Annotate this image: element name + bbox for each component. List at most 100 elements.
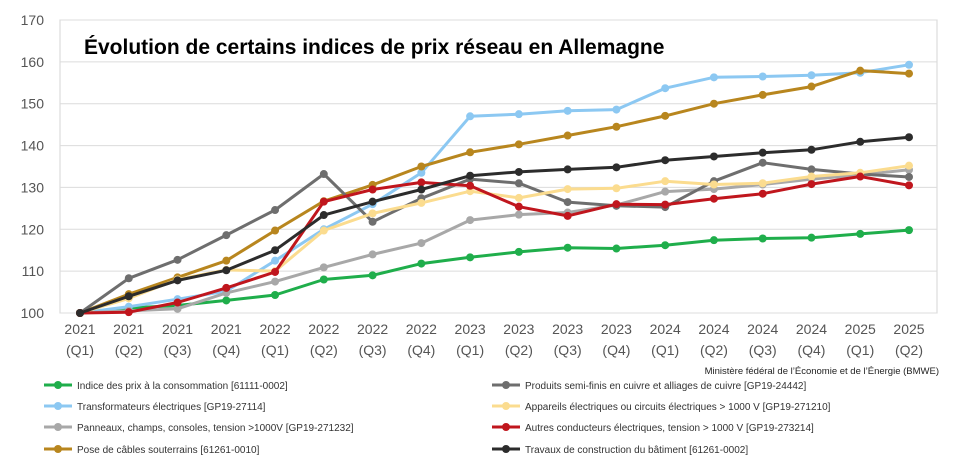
legend-label: Indice des prix à la consommation [61111… bbox=[77, 381, 288, 392]
x-tick-label: 2021 bbox=[113, 321, 144, 337]
data-point bbox=[514, 193, 523, 202]
series-line bbox=[78, 175, 911, 315]
x-tick-label: 2021 bbox=[211, 321, 242, 337]
data-point bbox=[271, 206, 280, 215]
series-line bbox=[78, 168, 911, 315]
y-tick-label: 140 bbox=[21, 138, 45, 154]
series-line bbox=[78, 63, 911, 315]
x-tick-label: 2021 bbox=[64, 321, 95, 337]
data-point bbox=[417, 198, 426, 207]
data-point bbox=[709, 180, 718, 189]
legend-item: Panneaux, champs, consoles, tension >100… bbox=[44, 423, 354, 434]
x-tick-label: (Q4) bbox=[212, 342, 240, 358]
x-tick-label: 2023 bbox=[503, 321, 534, 337]
data-point bbox=[612, 184, 621, 193]
x-tick-label: (Q1) bbox=[651, 342, 679, 358]
data-point bbox=[856, 172, 865, 181]
data-point bbox=[758, 148, 767, 157]
data-point bbox=[807, 145, 816, 154]
data-point bbox=[417, 168, 426, 177]
data-point bbox=[905, 161, 913, 170]
data-point bbox=[563, 131, 572, 140]
data-point bbox=[222, 256, 231, 265]
x-tick-label: 2024 bbox=[698, 321, 729, 337]
data-point bbox=[417, 185, 426, 194]
data-point bbox=[417, 162, 426, 171]
legend-swatch-marker bbox=[502, 381, 510, 389]
data-point bbox=[905, 69, 913, 78]
x-axis: 2021 (Q1) 2021 (Q2) 2021 (Q3) 2021 (Q4) 2022 (Q1)… bbox=[64, 321, 924, 358]
legend-swatch-marker bbox=[54, 445, 62, 453]
data-point bbox=[612, 200, 621, 209]
data-point bbox=[661, 200, 670, 209]
x-tick-label: 2024 bbox=[747, 321, 778, 337]
data-point bbox=[758, 189, 767, 198]
series-line bbox=[78, 135, 911, 315]
data-point bbox=[222, 231, 231, 240]
data-point bbox=[319, 226, 328, 235]
data-point bbox=[368, 185, 377, 194]
data-point bbox=[563, 198, 572, 207]
y-tick-label: 130 bbox=[21, 179, 45, 195]
y-tick-label: 110 bbox=[22, 263, 45, 279]
data-point bbox=[173, 276, 182, 285]
grid-lines bbox=[59, 19, 938, 314]
data-point bbox=[563, 211, 572, 220]
data-point bbox=[271, 226, 280, 235]
data-point bbox=[466, 112, 475, 121]
data-point bbox=[709, 99, 718, 108]
x-tick-label: 2023 bbox=[601, 321, 632, 337]
y-tick-label: 100 bbox=[21, 305, 45, 321]
data-point bbox=[514, 110, 523, 119]
series bbox=[76, 158, 913, 317]
data-point bbox=[124, 308, 133, 317]
series-line bbox=[78, 69, 911, 315]
data-point bbox=[758, 72, 767, 81]
data-point bbox=[514, 179, 523, 188]
series bbox=[76, 133, 913, 317]
data-point bbox=[563, 165, 572, 174]
data-point bbox=[173, 304, 182, 313]
legend-label: Autres conducteurs électriques, tension … bbox=[525, 423, 814, 434]
legend-swatch-marker bbox=[54, 402, 62, 410]
data-point bbox=[661, 187, 670, 196]
data-point bbox=[368, 197, 377, 206]
legend-label: Travaux de construction du bâtiment [612… bbox=[525, 445, 748, 456]
data-point bbox=[856, 229, 865, 238]
y-tick-label: 160 bbox=[21, 54, 45, 70]
data-point bbox=[271, 256, 280, 265]
x-tick-label: (Q3) bbox=[749, 342, 777, 358]
data-point bbox=[709, 194, 718, 203]
data-point bbox=[709, 152, 718, 161]
data-point bbox=[271, 246, 280, 255]
legend-item: Transformateurs électriques [GP19-27114] bbox=[44, 402, 266, 413]
data-point bbox=[466, 216, 475, 225]
data-point bbox=[368, 271, 377, 280]
data-point bbox=[709, 236, 718, 245]
data-point bbox=[661, 156, 670, 165]
data-point bbox=[222, 266, 231, 275]
data-point bbox=[612, 105, 621, 114]
data-point bbox=[807, 165, 816, 174]
legend-item: Autres conducteurs électriques, tension … bbox=[492, 423, 814, 434]
legend-swatch-marker bbox=[502, 423, 510, 431]
y-tick-label: 170 bbox=[21, 12, 45, 28]
data-point bbox=[124, 274, 133, 283]
data-point bbox=[563, 243, 572, 252]
x-tick-label: 2022 bbox=[308, 321, 339, 337]
legend-swatch-marker bbox=[54, 423, 62, 431]
data-point bbox=[368, 209, 377, 218]
legend-label: Produits semi-finis en cuivre et alliage… bbox=[525, 381, 806, 392]
x-tick-label: (Q4) bbox=[797, 342, 825, 358]
data-point bbox=[368, 217, 377, 226]
x-tick-label: (Q3) bbox=[359, 342, 387, 358]
data-point bbox=[466, 181, 475, 190]
data-point bbox=[319, 211, 328, 220]
x-tick-label: (Q1) bbox=[66, 342, 94, 358]
data-point bbox=[466, 171, 475, 180]
data-point bbox=[612, 244, 621, 253]
data-point bbox=[417, 259, 426, 268]
legend-label: Transformateurs électriques [GP19-27114] bbox=[77, 402, 266, 413]
x-tick-label: (Q2) bbox=[895, 342, 923, 358]
